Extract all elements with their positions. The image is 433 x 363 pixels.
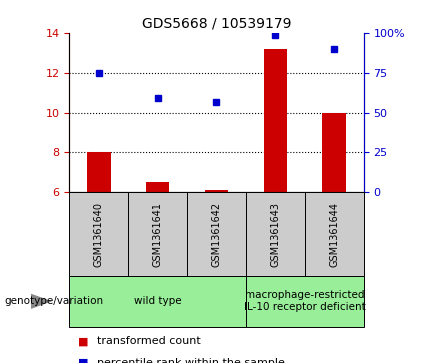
Text: GSM1361642: GSM1361642 — [211, 201, 222, 267]
Text: wild type: wild type — [134, 296, 181, 306]
Bar — [205, 190, 228, 192]
Polygon shape — [31, 294, 52, 309]
Text: GSM1361641: GSM1361641 — [152, 201, 163, 267]
Text: percentile rank within the sample: percentile rank within the sample — [97, 358, 285, 363]
FancyBboxPatch shape — [187, 192, 246, 276]
FancyBboxPatch shape — [246, 192, 305, 276]
Text: GSM1361643: GSM1361643 — [270, 201, 281, 267]
Text: GSM1361640: GSM1361640 — [94, 201, 104, 267]
Bar — [323, 113, 346, 192]
FancyBboxPatch shape — [69, 276, 246, 327]
FancyBboxPatch shape — [305, 192, 364, 276]
FancyBboxPatch shape — [246, 276, 364, 327]
Text: macrophage-restricted
IL-10 receptor deficient: macrophage-restricted IL-10 receptor def… — [244, 290, 366, 313]
Bar — [146, 183, 169, 192]
Text: GSM1361644: GSM1361644 — [329, 201, 339, 267]
Text: ■: ■ — [78, 358, 88, 363]
Bar — [264, 49, 287, 192]
FancyBboxPatch shape — [128, 192, 187, 276]
Text: transformed count: transformed count — [97, 336, 201, 346]
Bar — [87, 152, 110, 192]
Text: genotype/variation: genotype/variation — [4, 296, 103, 306]
Title: GDS5668 / 10539179: GDS5668 / 10539179 — [142, 16, 291, 30]
FancyBboxPatch shape — [69, 192, 128, 276]
Text: ■: ■ — [78, 336, 88, 346]
